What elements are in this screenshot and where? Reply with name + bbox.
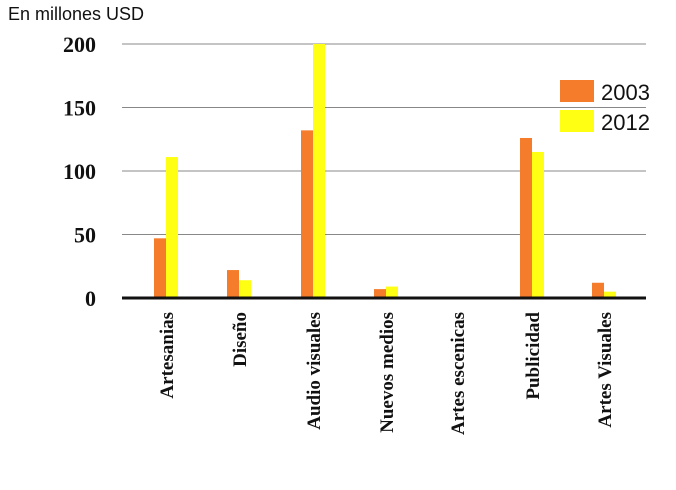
bar-2003-5 [520, 137, 532, 298]
category-label-4: Artes escenicas [448, 312, 469, 435]
unit-label: En millones USD [8, 4, 144, 24]
y-tick-label-2: 100 [63, 159, 96, 184]
legend: 2003 2012 [560, 80, 650, 135]
bar-2003-2 [301, 130, 313, 298]
category-label-6: Artes Visuales [595, 312, 616, 428]
y-tick-label-1: 50 [74, 223, 96, 248]
bar-2003-0 [154, 238, 166, 298]
gridlines [122, 43, 646, 235]
y-tick-label-0: 0 [85, 286, 96, 311]
legend-swatch-2003 [560, 80, 594, 102]
bar-2012-0 [166, 157, 178, 298]
category-label-3: Nuevos medios [377, 312, 398, 433]
legend-label-2012: 2012 [601, 110, 650, 135]
bar-2012-5 [532, 151, 544, 298]
bar-2003-6 [592, 282, 604, 298]
category-labels: Artesanias Diseño Audio visuales Nuevos med… [157, 312, 616, 435]
category-label-2: Audio visuales [304, 312, 325, 430]
legend-label-2003: 2003 [601, 80, 650, 105]
bars [154, 44, 616, 298]
bar-2003-3 [374, 289, 386, 298]
category-label-5: Publicidad [523, 312, 544, 400]
y-tick-label-3: 150 [63, 96, 96, 121]
bar-2003-1 [227, 270, 239, 298]
y-tick-label-4: 200 [63, 32, 96, 57]
bar-2012-2 [313, 44, 325, 298]
legend-swatch-2012 [560, 110, 594, 132]
bar-2012-3 [386, 286, 398, 298]
bar-2012-1 [239, 280, 251, 298]
bar-2012-6 [604, 291, 616, 298]
category-label-1: Diseño [230, 312, 251, 367]
category-label-0: Artesanias [157, 312, 178, 399]
y-tick-labels: 0 50 100 150 200 [63, 32, 96, 311]
